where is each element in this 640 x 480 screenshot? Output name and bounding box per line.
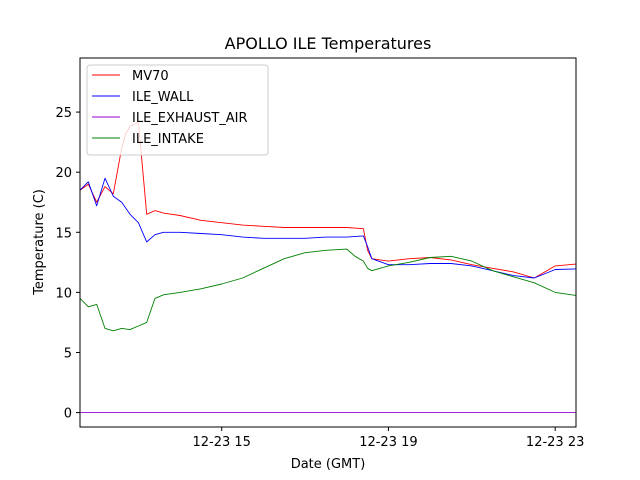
x-axis-label: Date (GMT) [291,457,366,472]
legend-label-ile-wall: ILE_WALL [132,90,194,105]
series-line-ile-wall [80,177,576,279]
x-tick-label: 12-23 15 [192,435,250,450]
x-tick-label: 12-23 19 [359,435,417,450]
legend: MV70 ILE_WALL ILE_EXHAUST_AIR ILE_INTAKE [86,64,269,156]
y-tick-label: 0 [64,407,72,422]
y-tick-label: 20 [55,166,72,181]
y-axis-label: Temperature (C) [32,189,47,296]
legend-label-mv70: MV70 [132,69,169,84]
x-tick-label: 12-23 23 [526,435,584,450]
legend-box [86,64,269,156]
y-tick-label: 10 [55,286,72,301]
y-tick-label: 15 [55,226,72,241]
legend-label-ile-intake: ILE_INTAKE [132,132,204,147]
legend-label-ile-exhaust-air: ILE_EXHAUST_AIR [132,111,248,126]
y-tick-label: 25 [55,106,72,121]
series-line-ile-intake [80,248,576,332]
y-tick-label: 5 [64,346,72,361]
series-line-mv70 [80,121,576,279]
plot-frame [79,57,577,428]
chart-title: APOLLO ILE Temperatures [225,34,432,53]
